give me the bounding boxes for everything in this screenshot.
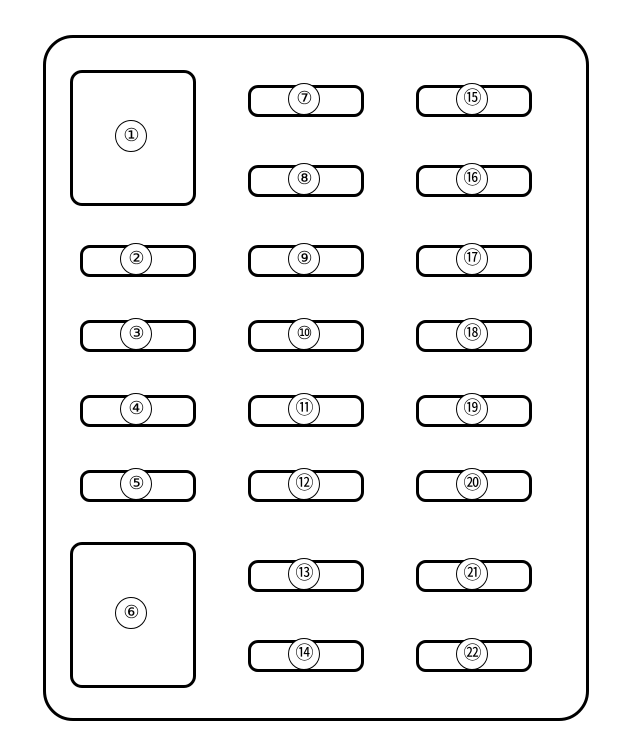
fuse-label-11: ⑪	[288, 393, 320, 425]
fuse-label-13: ⑬	[288, 558, 320, 590]
relay-label-6: ⑥	[115, 597, 147, 629]
fuse-label-16: ⑯	[456, 163, 488, 195]
fuse-label-15: ⑮	[456, 83, 488, 115]
fuse-label-8: ⑧	[288, 163, 320, 195]
fuse-label-14: ⑭	[288, 638, 320, 670]
relay-label-1: ①	[115, 120, 147, 152]
fuse-label-17: ⑰	[456, 243, 488, 275]
fuse-label-3: ③	[120, 318, 152, 350]
fuse-label-12: ⑫	[288, 468, 320, 500]
fuse-label-22: ㉒	[456, 638, 488, 670]
fuse-label-2: ②	[120, 243, 152, 275]
fuse-label-21: ㉑	[456, 558, 488, 590]
fuse-label-19: ⑲	[456, 393, 488, 425]
fuse-label-7: ⑦	[288, 83, 320, 115]
fuse-label-10: ⑩	[288, 318, 320, 350]
fuse-label-4: ④	[120, 393, 152, 425]
fuse-label-20: ⑳	[456, 468, 488, 500]
fuse-label-5: ⑤	[120, 468, 152, 500]
fuse-label-9: ⑨	[288, 243, 320, 275]
fuse-label-18: ⑱	[456, 318, 488, 350]
